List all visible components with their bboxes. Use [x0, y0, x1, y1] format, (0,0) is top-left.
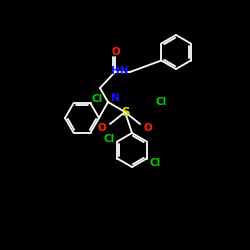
Text: O: O	[97, 123, 106, 133]
Text: Cl: Cl	[155, 97, 166, 107]
Text: N: N	[111, 93, 120, 103]
Text: O: O	[112, 47, 120, 57]
Text: S: S	[121, 106, 129, 118]
Text: Cl: Cl	[103, 134, 114, 143]
Text: O: O	[144, 123, 153, 133]
Text: Cl: Cl	[92, 94, 103, 104]
Text: HN: HN	[110, 66, 128, 76]
Text: Cl: Cl	[150, 158, 161, 168]
